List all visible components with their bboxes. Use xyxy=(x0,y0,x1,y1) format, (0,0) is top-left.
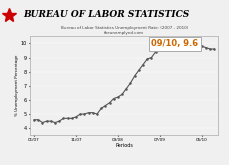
Title: Bureau of Labor Statistics Unemployment Rate: (2007 - 2010)
theunemplyed.com: Bureau of Labor Statistics Unemployment … xyxy=(60,26,187,34)
Text: 09/10, 9.6: 09/10, 9.6 xyxy=(151,39,198,48)
Y-axis label: % Unemployment Percentage: % Unemployment Percentage xyxy=(15,55,19,116)
X-axis label: Periods: Periods xyxy=(115,143,133,148)
Text: BUREAU OF LABOR STATISTICS: BUREAU OF LABOR STATISTICS xyxy=(23,10,188,19)
